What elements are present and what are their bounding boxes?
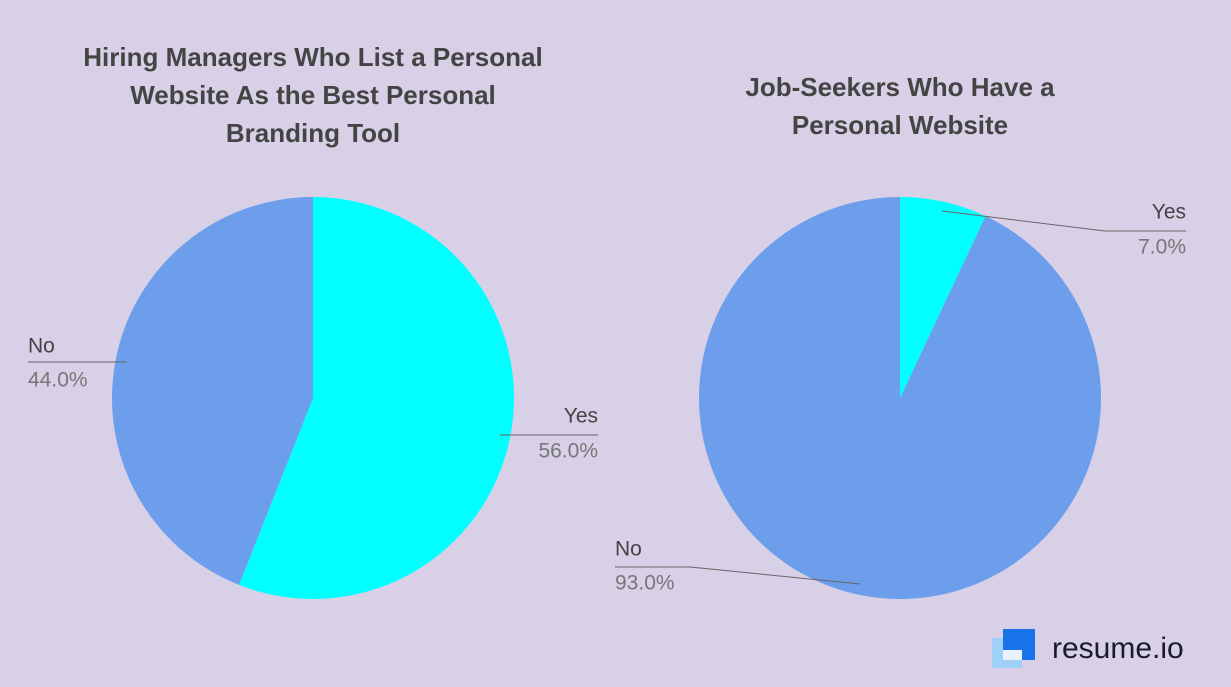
slice-label: Yes: [1152, 201, 1186, 224]
logo: [992, 629, 1035, 668]
slice-value-label: 56.0%: [538, 440, 598, 463]
pie-slice: [239, 197, 514, 599]
slice-label: Yes: [564, 405, 598, 428]
chart-title: Job-Seekers Who Have a Personal Website: [745, 72, 1055, 140]
leader-line: [615, 566, 861, 585]
pie-slice: [111, 197, 313, 585]
brand: resume.io: [1052, 632, 1184, 665]
slice-value-label: 7.0%: [1138, 236, 1186, 259]
pie-slice: [699, 197, 1101, 600]
chart-title: Hiring Managers Who List a Personal Webs…: [83, 42, 543, 148]
pie-slice: [900, 197, 986, 398]
slice-label: No: [615, 538, 642, 561]
slice-label: No: [28, 335, 55, 358]
slice-value-label: 44.0%: [28, 369, 88, 392]
leader-line: [941, 210, 1186, 232]
slice-value-label: 93.0%: [615, 572, 675, 595]
